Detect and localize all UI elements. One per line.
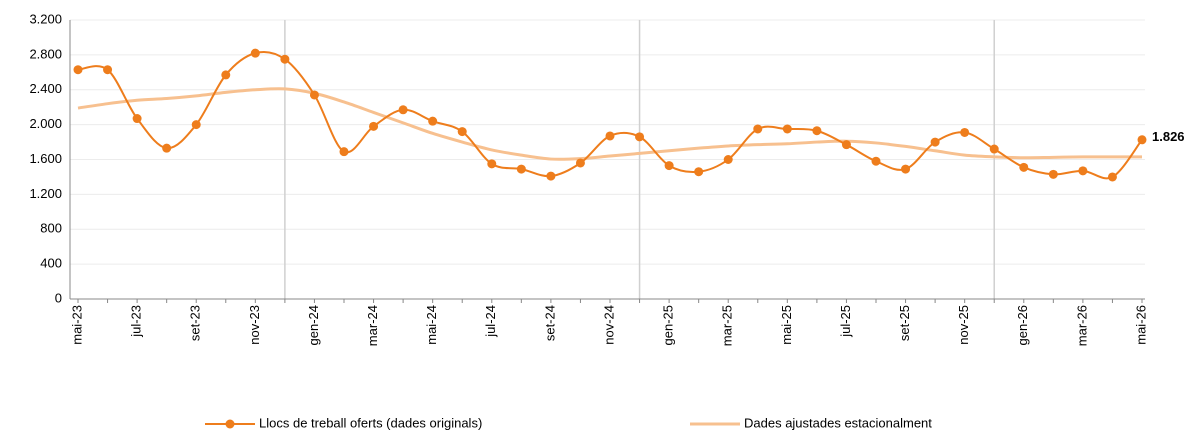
point [782,124,792,134]
point [575,158,585,168]
point [664,161,674,171]
x-tick-label: mai-23 [69,305,84,345]
point [1137,135,1147,145]
point [73,65,83,75]
x-tick-label: nov-24 [601,305,616,345]
x-tick-label: jul-24 [483,305,498,338]
point [605,131,615,141]
point [1078,166,1088,176]
y-tick-label: 1.600 [29,151,62,166]
point [309,90,319,100]
point [280,54,290,64]
point [1107,172,1117,182]
point [339,147,349,157]
point [753,124,763,134]
y-tick-label: 0 [55,290,62,305]
y-tick-label: 400 [40,256,62,271]
point [546,171,556,181]
point [960,127,970,137]
y-tick-label: 2.800 [29,46,62,61]
point [871,156,881,166]
y-tick-label: 2.400 [29,81,62,96]
data-label: 1.826 [1152,129,1185,144]
x-tick-label: jul-23 [129,305,144,338]
x-tick-label: mar-25 [720,305,735,346]
x-tick-label: mar-24 [365,305,380,346]
point [989,144,999,154]
y-tick-label: 2.000 [29,116,62,131]
x-tick-label: mai-26 [1133,305,1148,345]
point [191,120,201,130]
legend-label: Dades ajustades estacionalment [744,415,932,430]
y-tick-label: 800 [40,221,62,236]
point [457,127,467,137]
legend-label: Llocs de treball oferts (dades originals… [259,415,482,430]
point [516,164,526,174]
point [487,159,497,169]
point [221,70,231,80]
point [1048,169,1058,179]
point [635,132,645,142]
x-tick-label: nov-25 [956,305,971,345]
point [723,155,733,164]
x-tick-label: gen-26 [1015,305,1030,345]
x-tick-label: set-25 [897,305,912,341]
point [250,48,260,58]
x-tick-label: mar-26 [1074,305,1089,346]
point [901,164,911,174]
y-tick-label: 1.200 [29,186,62,201]
x-tick-label: jul-25 [838,305,853,338]
point [428,116,438,126]
point [1019,162,1029,172]
point [162,143,172,153]
x-tick-label: nov-23 [247,305,262,345]
x-tick-label: mai-25 [779,305,794,345]
legend-marker [225,419,235,429]
point [694,167,704,177]
y-tick-label: 3.200 [29,11,62,26]
point [812,126,822,136]
point [398,105,408,115]
x-tick-label: mai-24 [424,305,439,345]
x-tick-label: gen-24 [306,305,321,345]
point [132,114,142,124]
series-line [77,87,1142,161]
point [841,140,851,150]
point [930,137,940,147]
x-tick-label: set-23 [188,305,203,341]
point [103,65,113,75]
x-tick-label: gen-25 [661,305,676,345]
point [369,121,379,131]
x-tick-label: set-24 [542,305,557,341]
